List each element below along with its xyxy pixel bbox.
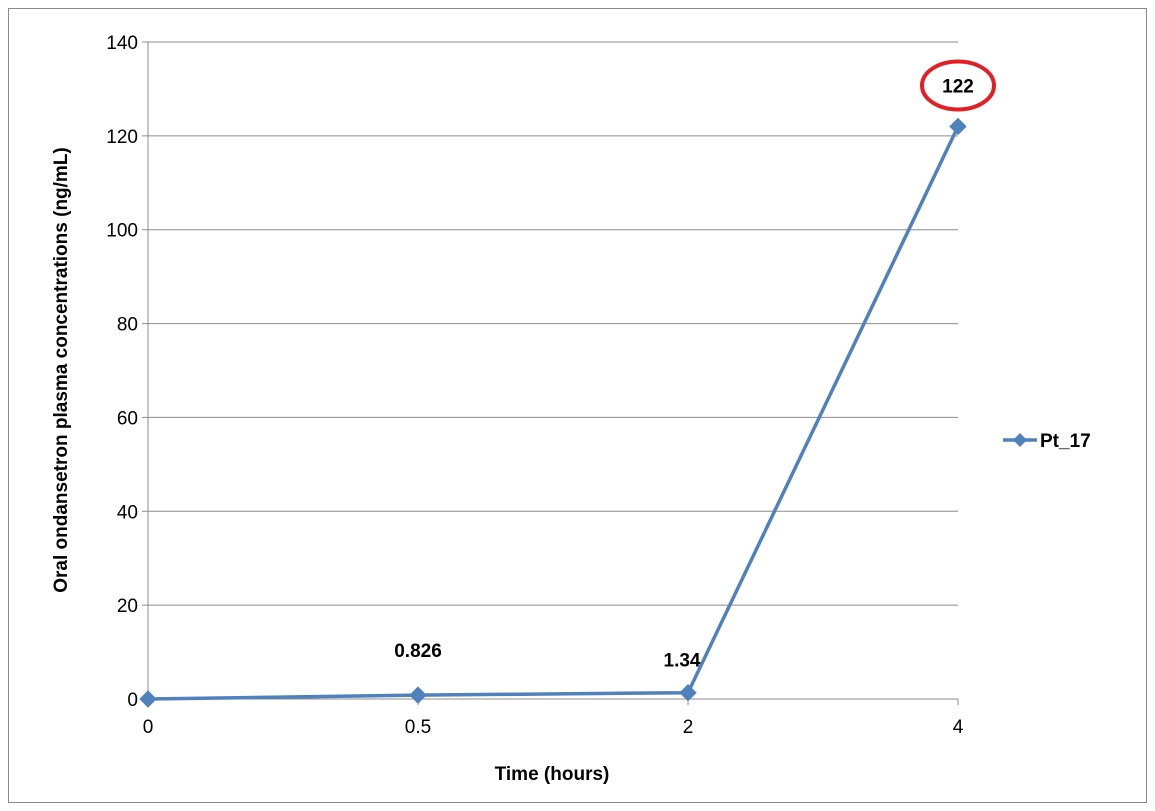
y-tick-label: 40 — [117, 502, 138, 523]
data-label: 0.826 — [394, 641, 442, 662]
x-tick-label: 4 — [953, 717, 964, 738]
y-tick-label: 100 — [106, 221, 138, 242]
y-axis-title: Oral ondansetron plasma concentrations (… — [51, 147, 72, 593]
data-point — [409, 686, 427, 704]
x-tick-label: 2 — [683, 717, 694, 738]
data-labels: 0.826 1.34 122 — [394, 59, 996, 672]
x-tick-labels: 0 0.5 2 4 — [143, 717, 964, 738]
data-label: 122 — [942, 76, 974, 97]
y-tick-label: 140 — [106, 33, 138, 54]
x-tick-label: 0.5 — [405, 717, 431, 738]
series-line — [147, 125, 960, 701]
data-point — [949, 117, 967, 136]
x-tick-label: 0 — [143, 717, 154, 738]
data-point — [679, 684, 697, 702]
x-axis-title: Time (hours) — [495, 764, 610, 785]
legend: Pt_17 — [1003, 431, 1091, 452]
highlight-circle — [920, 59, 996, 112]
legend-marker — [1013, 433, 1027, 447]
y-tick-label: 60 — [117, 408, 138, 429]
y-tick-label: 120 — [106, 127, 138, 148]
y-tick-labels: 0 20 40 60 80 100 120 140 — [106, 33, 138, 711]
data-point — [139, 690, 157, 708]
y-tick-label: 80 — [117, 315, 138, 336]
chart-frame — [8, 8, 1147, 803]
gridlines — [148, 41, 958, 606]
data-label: 1.34 — [664, 651, 701, 672]
y-tick-label: 0 — [127, 690, 138, 711]
y-tick-label: 20 — [117, 596, 138, 617]
legend-label: Pt_17 — [1040, 431, 1091, 452]
series-group — [139, 117, 967, 708]
